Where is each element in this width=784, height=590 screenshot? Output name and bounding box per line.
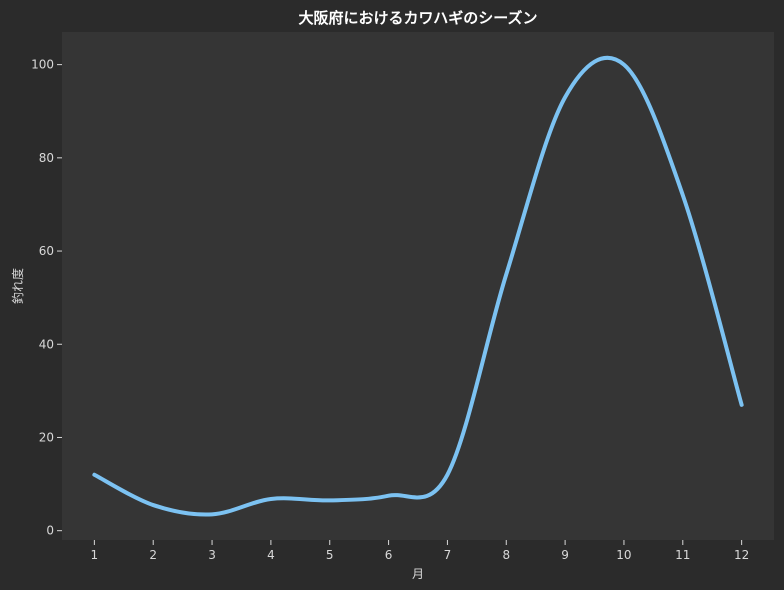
x-tick-label: 11 xyxy=(675,548,690,562)
y-axis-label: 釣れ度 xyxy=(10,268,25,304)
x-tick-label: 9 xyxy=(561,548,569,562)
x-tick-label: 4 xyxy=(267,548,275,562)
chart-title: 大阪府におけるカワハギのシーズン xyxy=(298,9,537,27)
x-tick-label: 6 xyxy=(385,548,393,562)
x-tick-label: 8 xyxy=(502,548,510,562)
series-line xyxy=(92,55,744,517)
x-axis-label: 月 xyxy=(412,567,424,581)
x-tick-label: 1 xyxy=(91,548,99,562)
x-tick-label: 12 xyxy=(734,548,749,562)
y-tick-label: 60 xyxy=(39,244,54,258)
y-tick-label: 20 xyxy=(39,430,54,444)
y-tick-label: 40 xyxy=(39,337,54,351)
x-tick-label: 7 xyxy=(444,548,452,562)
x-tick-label: 3 xyxy=(208,548,216,562)
y-tick-label: 100 xyxy=(31,58,54,72)
y-tick-label: 80 xyxy=(39,151,54,165)
x-tick-label: 2 xyxy=(149,548,157,562)
y-axis: 0 20 40 60 80 100 xyxy=(31,58,62,538)
x-tick-label: 5 xyxy=(326,548,334,562)
x-axis: 1 2 3 4 5 6 7 8 9 10 11 12 xyxy=(91,540,749,562)
plot-area xyxy=(62,32,774,540)
series-layer xyxy=(92,55,744,517)
x-tick-label: 10 xyxy=(616,548,631,562)
y-tick-label: 0 xyxy=(46,524,54,538)
